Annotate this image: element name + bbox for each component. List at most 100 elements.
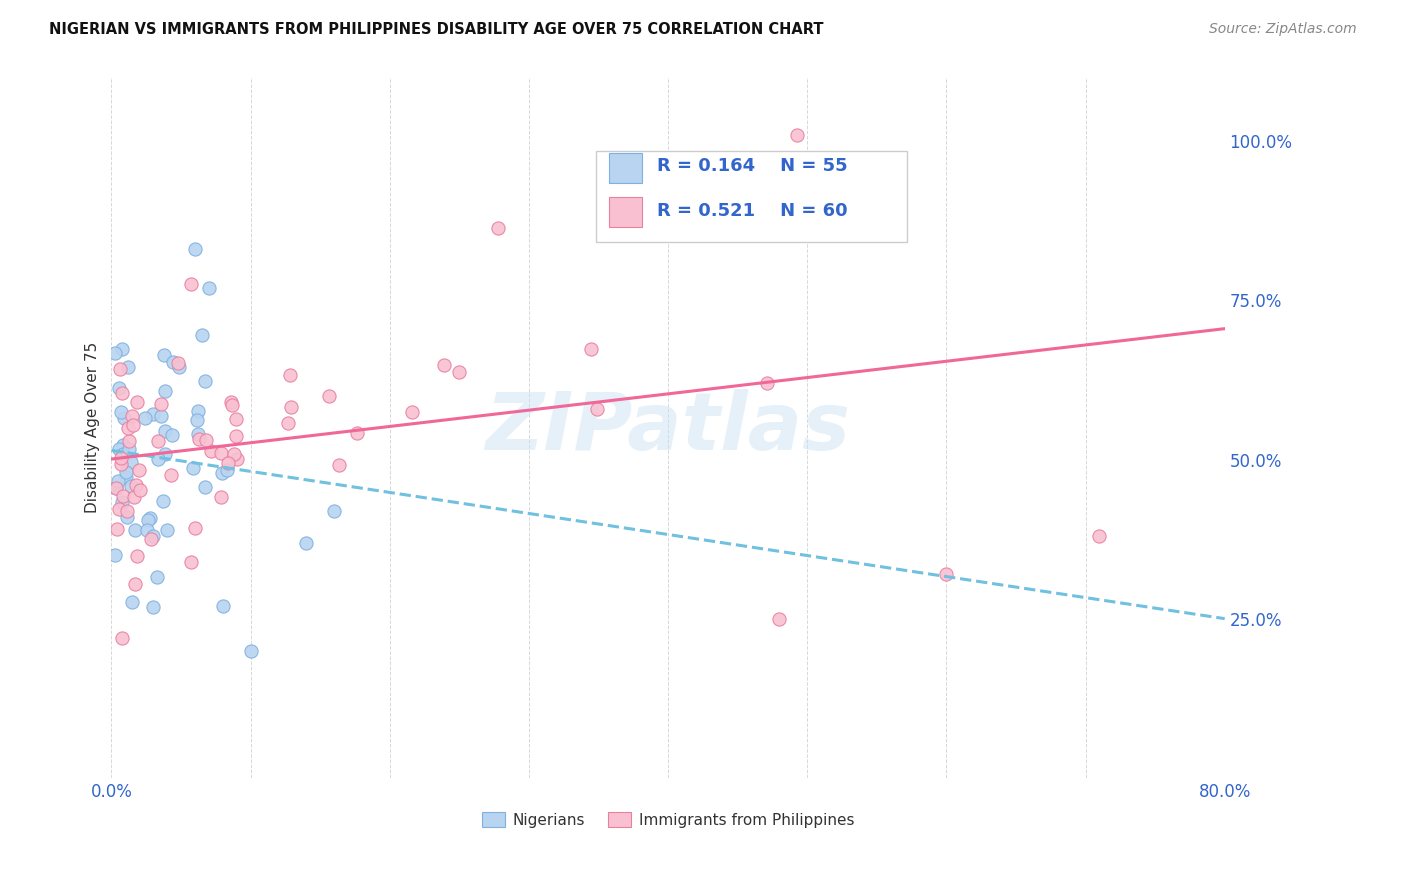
Point [153,348,176,362]
Point [190,328,212,343]
Point [111,342,134,356]
Point [124,523,146,537]
Point [198,281,221,295]
Y-axis label: Disability Age Over 75: Disability Age Over 75 [86,343,100,514]
Point [328,458,350,473]
Point [127,394,149,409]
Point [186,413,208,427]
Point [184,243,207,257]
Point [209,446,232,460]
Point [211,467,233,481]
Point [194,374,217,388]
Point [117,359,139,374]
Point [162,428,184,442]
Point [187,432,209,446]
Point [149,397,172,411]
Point [136,523,159,537]
Point [142,407,165,421]
Point [346,425,368,440]
Point [104,481,127,495]
Point [153,384,176,399]
Point [121,409,143,423]
Point [107,475,129,489]
Point [150,409,173,423]
Point [755,376,778,390]
Point [486,221,509,235]
Point [117,504,139,518]
FancyBboxPatch shape [596,151,907,242]
Point [145,570,167,584]
Point [153,424,176,438]
FancyBboxPatch shape [609,197,643,227]
Point [162,355,184,369]
Point [111,494,134,508]
Text: R = 0.164    N = 55: R = 0.164 N = 55 [657,158,848,176]
Point [433,358,456,372]
Point [295,535,318,549]
Point [167,359,190,374]
Point [200,444,222,458]
Point [156,524,179,538]
Point [122,418,145,433]
Point [110,362,132,376]
Point [134,411,156,425]
Point [219,394,242,409]
Point [318,389,340,403]
Point [129,483,152,497]
Point [194,433,217,447]
Point [110,451,132,466]
Point [120,455,142,469]
Point [278,368,301,383]
Point [935,567,957,582]
Point [768,612,790,626]
Point [108,381,131,395]
Point [194,480,217,494]
Point [167,355,190,369]
Point [180,555,202,569]
Point [141,532,163,546]
Point [112,489,135,503]
Point [786,128,808,142]
Point [108,442,131,456]
Point [142,529,165,543]
Point [115,465,138,479]
Point [225,412,247,426]
Point [217,456,239,470]
Point [124,491,146,505]
Point [117,510,139,524]
Point [160,467,183,482]
Point [449,365,471,379]
Text: R = 0.521    N = 60: R = 0.521 N = 60 [657,202,848,219]
Point [217,463,239,477]
Point [111,385,134,400]
Point [121,595,143,609]
Point [187,404,209,418]
Text: NIGERIAN VS IMMIGRANTS FROM PHILIPPINES DISABILITY AGE OVER 75 CORRELATION CHART: NIGERIAN VS IMMIGRANTS FROM PHILIPPINES … [49,22,824,37]
Point [225,429,247,443]
Point [209,490,232,504]
Point [125,549,148,563]
Point [120,479,142,493]
Point [187,427,209,442]
Point [112,447,135,461]
Point [104,481,127,495]
Point [112,438,135,452]
Point [107,501,129,516]
Text: ZIPatlas: ZIPatlas [485,389,851,467]
Point [111,631,134,645]
Point [104,548,127,562]
Text: Source: ZipAtlas.com: Source: ZipAtlas.com [1209,22,1357,37]
Point [105,522,128,536]
Point [110,458,132,472]
Point [323,503,346,517]
Point [115,470,138,484]
Point [128,463,150,477]
Point [181,461,204,475]
Point [148,434,170,449]
Point [211,599,233,614]
Point [277,417,299,431]
Point [125,478,148,492]
Point [153,447,176,461]
Point [142,600,165,615]
Point [148,451,170,466]
